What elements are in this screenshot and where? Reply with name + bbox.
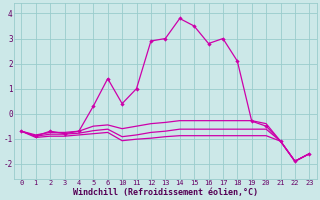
X-axis label: Windchill (Refroidissement éolien,°C): Windchill (Refroidissement éolien,°C) (73, 188, 258, 197)
